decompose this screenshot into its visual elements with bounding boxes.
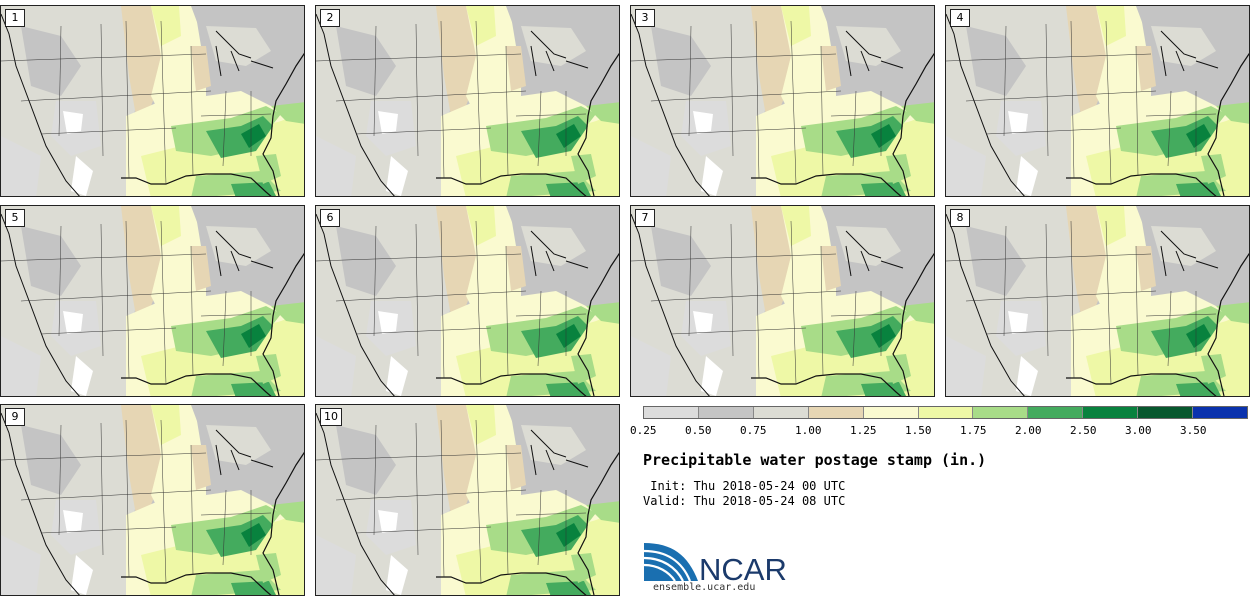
colorbar-segment-5 [863, 407, 919, 418]
member-panel-9: 9 [0, 404, 305, 596]
colorbar [643, 406, 1248, 419]
colorbar-segment-11 [1193, 407, 1247, 418]
member-panel-6: 6 [315, 205, 620, 397]
member-label: 3 [635, 9, 655, 27]
chart-title: Precipitable water postage stamp (in.) [643, 451, 987, 469]
logo-url: ensemble.ucar.edu [653, 582, 756, 593]
member-label: 10 [320, 408, 342, 426]
member-panel-8: 8 [945, 205, 1250, 397]
colorbar-segment-1 [644, 407, 699, 418]
member-panel-10: 10 [315, 404, 620, 596]
colorbar-segment-2 [698, 407, 754, 418]
member-label: 9 [5, 408, 25, 426]
colorbar-segment-8 [1028, 407, 1084, 418]
member-panel-7: 7 [630, 205, 935, 397]
colorbar-tick-label: 0.50 [685, 424, 712, 437]
member-label: 6 [320, 209, 340, 227]
colorbar-tick-label: 1.25 [850, 424, 877, 437]
colorbar-tick-label: 1.75 [960, 424, 987, 437]
colorbar-segment-6 [918, 407, 974, 418]
member-panel-3: 3 [630, 5, 935, 197]
colorbar-tick-label: 0.25 [630, 424, 657, 437]
colorbar-tick-label: 1.00 [795, 424, 822, 437]
colorbar-tick-label: 3.00 [1125, 424, 1152, 437]
member-label: 8 [950, 209, 970, 227]
member-label: 5 [5, 209, 25, 227]
colorbar-segment-9 [1083, 407, 1139, 418]
member-panel-5: 5 [0, 205, 305, 397]
valid-time: Valid: Thu 2018-05-24 08 UTC [643, 494, 846, 508]
colorbar-tick-label: 2.50 [1070, 424, 1097, 437]
member-panel-2: 2 [315, 5, 620, 197]
colorbar-segment-7 [973, 407, 1029, 418]
colorbar-segment-4 [808, 407, 864, 418]
member-label: 4 [950, 9, 970, 27]
member-label: 7 [635, 209, 655, 227]
member-panel-1: 1 [0, 5, 305, 197]
colorbar-tick-label: 0.75 [740, 424, 767, 437]
ncar-logo: NCAR [642, 541, 792, 589]
colorbar-segment-3 [753, 407, 809, 418]
member-label: 1 [5, 9, 25, 27]
init-time: Init: Thu 2018-05-24 00 UTC [643, 479, 846, 493]
colorbar-segment-10 [1138, 407, 1194, 418]
ncar-logo-text: NCAR [699, 552, 787, 585]
member-label: 2 [320, 9, 340, 27]
member-panel-4: 4 [945, 5, 1250, 197]
colorbar-tick-label: 1.50 [905, 424, 932, 437]
colorbar-tick-labels: 0.25 0.50 0.75 1.00 1.25 1.50 1.75 2.00 2.50 3.00… [630, 424, 1250, 438]
colorbar-tick-label: 2.00 [1015, 424, 1042, 437]
colorbar-tick-label: 3.50 [1180, 424, 1207, 437]
